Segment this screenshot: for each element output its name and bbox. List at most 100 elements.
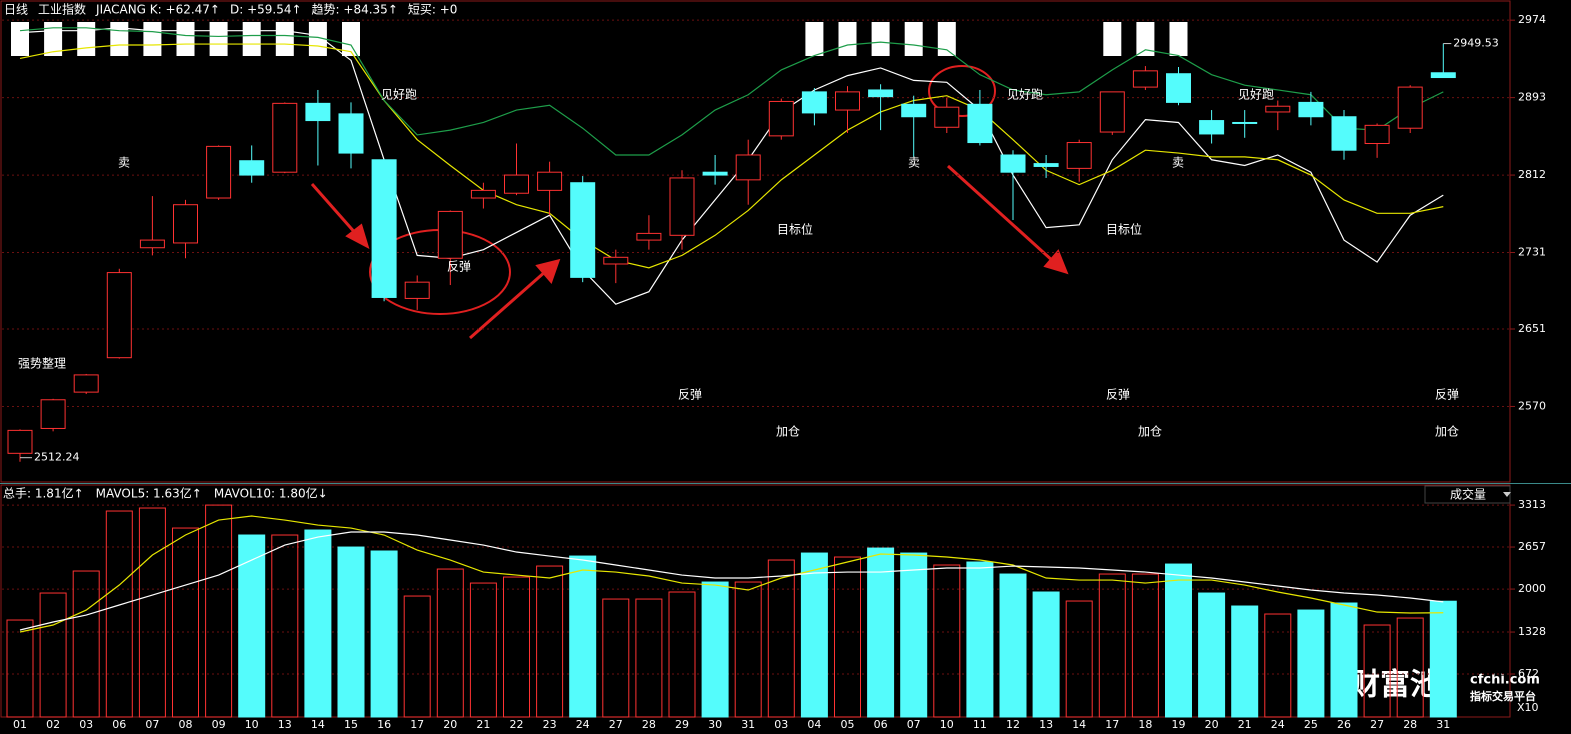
- annotation: 目标位: [1106, 222, 1142, 237]
- x-tick-label: 06: [874, 718, 888, 731]
- volume-bar: [304, 529, 332, 718]
- volume-bar: [403, 595, 431, 718]
- y-tick-label: 3313: [1518, 498, 1546, 511]
- candle-body: [1199, 120, 1225, 135]
- x-tick-label: 11: [973, 718, 987, 731]
- volume-bar: [1264, 613, 1292, 718]
- volume-bar: [436, 568, 464, 718]
- annotation: 加仓: [1138, 425, 1162, 439]
- candle-body: [702, 171, 728, 176]
- volume-unit: X10: [1517, 701, 1539, 714]
- legend-text: 总手: 1.81亿↑: [3, 486, 84, 501]
- ma-line: [19, 515, 1444, 633]
- watermark-slogan: 指标交易平台: [1470, 689, 1536, 703]
- volume-bar: [337, 546, 365, 718]
- candle-body: [1132, 70, 1158, 88]
- annotation: 见好跑: [1007, 88, 1043, 102]
- candle-body: [934, 106, 960, 128]
- candle-body: [967, 103, 993, 144]
- legend-text: 趋势: +84.35↑: [312, 3, 398, 17]
- volume-bar: [1363, 624, 1391, 718]
- volume-bar: [966, 561, 994, 718]
- candle-body: [239, 160, 265, 176]
- y-tick-label: 2000: [1518, 582, 1546, 595]
- annotation: 卖: [908, 156, 920, 170]
- volume-bar: [172, 527, 199, 718]
- low-label: 2512.24: [34, 451, 80, 464]
- candle-body: [1397, 86, 1423, 129]
- signal-block: [937, 22, 956, 56]
- x-tick-label: 20: [1205, 718, 1219, 731]
- x-tick-label: 22: [510, 718, 524, 731]
- candle-body: [636, 232, 662, 241]
- signal-block: [143, 22, 162, 56]
- x-tick-label: 25: [1304, 718, 1318, 731]
- annotation: 反弹: [678, 388, 702, 402]
- signal-block: [11, 22, 29, 56]
- x-tick-label: 23: [543, 718, 557, 731]
- watermark-brand: 财富池: [1350, 668, 1440, 703]
- volume-bar: [734, 581, 762, 718]
- annotation: 卖: [118, 156, 130, 170]
- price-panel: [0, 0, 1511, 483]
- candle-body: [603, 256, 629, 265]
- volume-bar: [1330, 602, 1358, 718]
- volume-bar: [1065, 600, 1093, 718]
- volume-bar: [1098, 573, 1126, 718]
- x-tick-label: 07: [145, 718, 159, 731]
- volume-bar: [1396, 617, 1424, 718]
- x-tick-label: 14: [1072, 718, 1086, 731]
- signal-block: [308, 22, 327, 56]
- legend-text: 日线: [4, 3, 28, 17]
- volume-selector[interactable]: [1424, 485, 1511, 504]
- annotation: 卖: [1172, 156, 1184, 170]
- x-tick-label: 14: [311, 718, 325, 731]
- candle-body: [7, 429, 33, 454]
- y-tick-label: 2570: [1518, 399, 1546, 412]
- candle-body: [1033, 163, 1059, 167]
- candle-body: [570, 182, 596, 278]
- annotation: 反弹: [1106, 388, 1130, 402]
- volume-bar: [635, 598, 663, 718]
- signal-block: [871, 22, 890, 56]
- x-tick-label: 01: [13, 718, 27, 731]
- y-tick-label: 2812: [1518, 168, 1546, 181]
- annotation: 反弹: [447, 260, 471, 274]
- x-tick-label: 03: [774, 718, 788, 731]
- signal-block: [805, 22, 824, 56]
- legend-text: 工业指数: [38, 2, 86, 17]
- volume-bar: [1032, 591, 1060, 718]
- x-tick-label: 26: [1337, 718, 1351, 731]
- x-tick-label: 28: [642, 718, 656, 731]
- x-tick-label: 27: [609, 718, 623, 731]
- volume-bar: [701, 581, 729, 718]
- x-tick-label: 03: [79, 718, 93, 731]
- annotation: 目标位: [777, 222, 813, 237]
- candle-body: [338, 113, 364, 154]
- y-tick-label: 2657: [1518, 540, 1546, 553]
- candle-body: [73, 374, 99, 393]
- ma-line: [19, 531, 1444, 631]
- candle-body: [901, 103, 927, 118]
- x-tick-label: 30: [708, 718, 722, 731]
- candle-body: [1265, 105, 1291, 113]
- x-tick-label: 15: [344, 718, 358, 731]
- ma-line: [19, 27, 1444, 305]
- candle-body: [404, 281, 430, 299]
- x-tick-label: 24: [576, 718, 590, 731]
- ma-line: [19, 43, 1444, 269]
- candle-body: [1166, 73, 1191, 103]
- x-tick-label: 04: [807, 718, 821, 731]
- volume-selector-label[interactable]: 成交量: [1450, 487, 1486, 502]
- volume-bar: [105, 510, 133, 718]
- volume-bar: [999, 573, 1027, 718]
- candle-body: [1099, 91, 1125, 133]
- candle-body: [1331, 116, 1357, 151]
- x-tick-label: 10: [940, 718, 954, 731]
- candle-body: [470, 189, 496, 199]
- signal-block: [904, 22, 923, 56]
- candle-body: [801, 91, 827, 114]
- signal-block: [209, 22, 228, 56]
- volume-bar: [1429, 600, 1457, 718]
